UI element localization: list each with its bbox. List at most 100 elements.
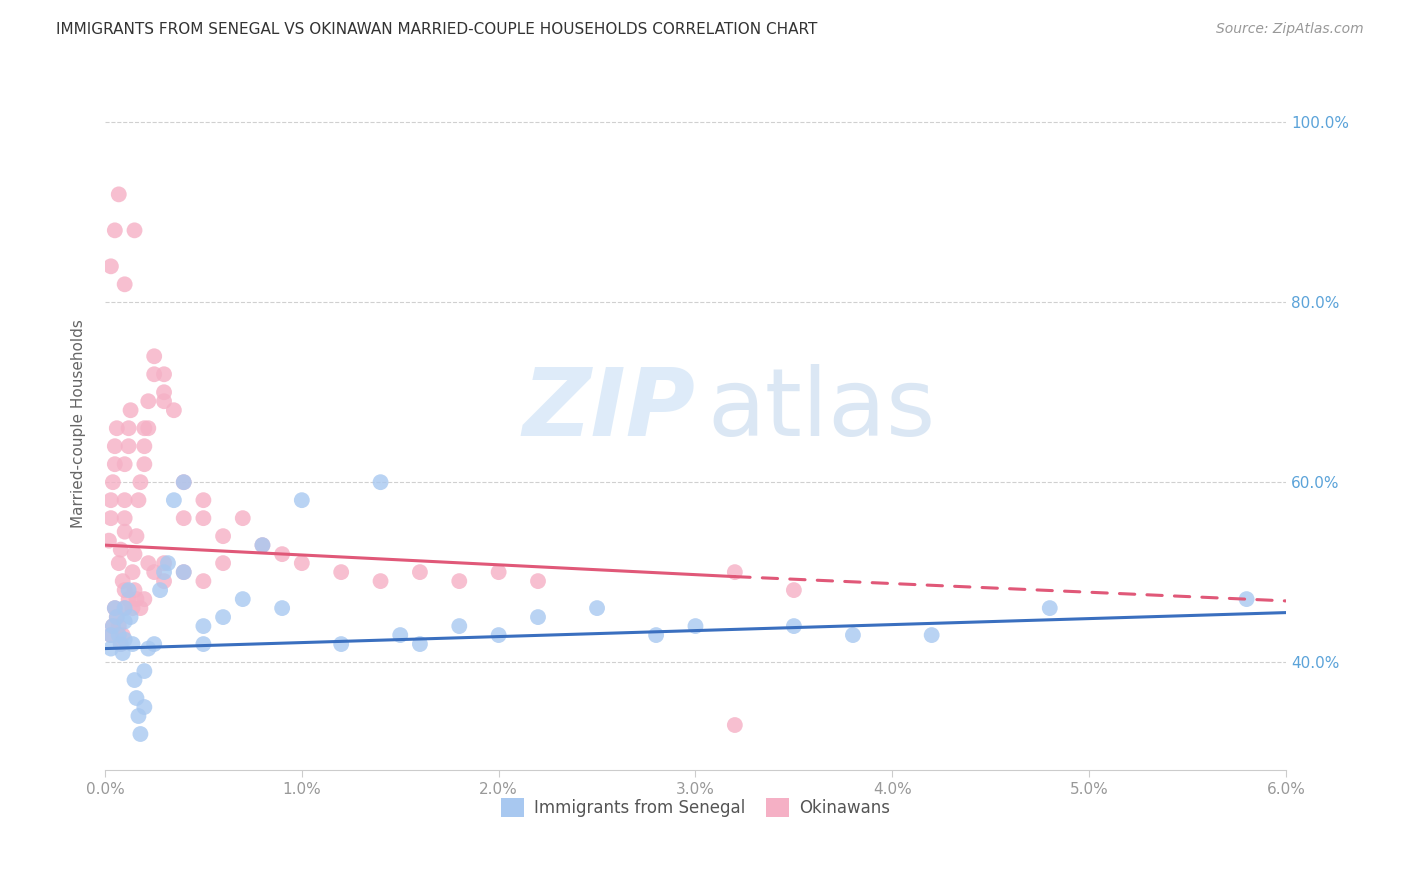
Point <box>163 403 186 417</box>
Point <box>100 641 122 656</box>
Point <box>153 385 176 400</box>
Point <box>117 421 139 435</box>
Point <box>127 709 149 723</box>
Point <box>105 610 128 624</box>
Point <box>100 628 122 642</box>
Point <box>143 637 166 651</box>
Point <box>271 547 294 561</box>
Point <box>143 349 166 363</box>
Point <box>527 574 550 588</box>
Point <box>121 637 143 651</box>
Point <box>291 556 314 570</box>
Point <box>114 457 136 471</box>
Point <box>1236 592 1258 607</box>
Point <box>129 601 152 615</box>
Point <box>136 394 159 409</box>
Point <box>449 619 471 633</box>
Point <box>107 619 129 633</box>
Point <box>136 421 159 435</box>
Point <box>153 368 176 382</box>
Point <box>100 628 122 642</box>
Point <box>117 583 139 598</box>
Point <box>134 421 156 435</box>
Point <box>136 556 159 570</box>
Point <box>104 223 127 237</box>
Point <box>153 574 176 588</box>
Point <box>104 439 127 453</box>
Point <box>124 547 146 561</box>
Point <box>105 421 128 435</box>
Point <box>134 664 156 678</box>
Point <box>114 601 136 615</box>
Point <box>104 457 127 471</box>
Point <box>685 619 707 633</box>
Point <box>111 574 134 588</box>
Point <box>1039 601 1062 615</box>
Point <box>143 368 166 382</box>
Point <box>173 565 195 579</box>
Point <box>107 556 129 570</box>
Point <box>120 403 142 417</box>
Point <box>124 673 146 687</box>
Point <box>488 628 510 642</box>
Point <box>124 223 146 237</box>
Point <box>101 619 124 633</box>
Point <box>110 637 132 651</box>
Text: ZIP: ZIP <box>523 364 696 456</box>
Point <box>724 565 747 579</box>
Point <box>100 260 122 274</box>
Point <box>97 533 120 548</box>
Point <box>101 619 124 633</box>
Point <box>117 439 139 453</box>
Point <box>173 475 195 490</box>
Point <box>134 457 156 471</box>
Point <box>149 583 172 598</box>
Point <box>783 583 806 598</box>
Point <box>127 493 149 508</box>
Point <box>124 583 146 598</box>
Point <box>114 277 136 292</box>
Point <box>156 556 179 570</box>
Point <box>104 601 127 615</box>
Point <box>121 601 143 615</box>
Point <box>125 529 148 543</box>
Point <box>107 187 129 202</box>
Text: IMMIGRANTS FROM SENEGAL VS OKINAWAN MARRIED-COUPLE HOUSEHOLDS CORRELATION CHART: IMMIGRANTS FROM SENEGAL VS OKINAWAN MARR… <box>56 22 818 37</box>
Point <box>111 628 134 642</box>
Point <box>252 538 274 552</box>
Point <box>370 475 392 490</box>
Point <box>101 475 124 490</box>
Point <box>125 691 148 706</box>
Y-axis label: Married-couple Households: Married-couple Households <box>72 319 86 528</box>
Point <box>409 637 432 651</box>
Point <box>114 511 136 525</box>
Point <box>330 637 353 651</box>
Point <box>724 718 747 732</box>
Point <box>586 601 609 615</box>
Point <box>645 628 668 642</box>
Point <box>110 542 132 557</box>
Point <box>449 574 471 588</box>
Point <box>291 493 314 508</box>
Point <box>232 511 254 525</box>
Point <box>129 475 152 490</box>
Point <box>117 592 139 607</box>
Point <box>100 493 122 508</box>
Point <box>121 565 143 579</box>
Point <box>125 592 148 607</box>
Point <box>153 394 176 409</box>
Point <box>153 565 176 579</box>
Point <box>527 610 550 624</box>
Point <box>107 628 129 642</box>
Point <box>252 538 274 552</box>
Point <box>193 574 215 588</box>
Point <box>163 493 186 508</box>
Legend: Immigrants from Senegal, Okinawans: Immigrants from Senegal, Okinawans <box>495 791 897 824</box>
Point <box>173 565 195 579</box>
Point <box>114 493 136 508</box>
Point <box>111 646 134 660</box>
Point <box>114 601 136 615</box>
Point <box>100 511 122 525</box>
Point <box>136 641 159 656</box>
Point <box>134 700 156 714</box>
